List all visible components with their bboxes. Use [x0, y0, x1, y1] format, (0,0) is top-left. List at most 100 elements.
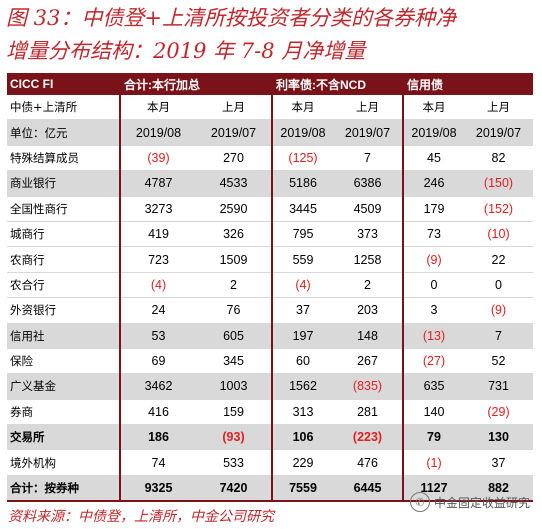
table-cell: 单位：亿元: [7, 119, 120, 146]
table-row: 全国性商行 3273 2590 3445 4509 179 (152): [7, 196, 534, 222]
table-cell: 上月: [464, 95, 534, 121]
table-row: 交易所 186 (93) 106 (223) 79 130: [7, 424, 534, 451]
table-cell: 2019/07: [196, 119, 272, 146]
table-cell: 476: [333, 449, 403, 476]
table-cell: 281: [333, 399, 403, 426]
row-label: 农合行: [7, 272, 120, 299]
row-label: 合计：按券种: [7, 475, 120, 503]
table-cell: 2: [333, 272, 403, 299]
table-cell: 45: [402, 145, 464, 172]
table-cell: 533: [196, 449, 272, 476]
table-cell: 53: [119, 323, 196, 349]
table-cell: 882: [464, 475, 534, 503]
row-label: 信用社: [7, 323, 120, 349]
table-cell: (4): [119, 272, 196, 299]
table-cell: 76: [196, 297, 272, 324]
table-cell: 2019/08: [119, 119, 196, 146]
table-cell: 345: [196, 348, 272, 375]
table-cell: 2: [196, 272, 272, 299]
table-row: 广义基金 3462 1003 1562 (835) 635 731: [7, 373, 534, 400]
table-cell: 52: [464, 348, 534, 375]
table-cell: (9): [464, 297, 534, 324]
table-cell: 4509: [333, 196, 403, 222]
table-cell: 1258: [333, 246, 403, 273]
table-cell: 605: [196, 323, 272, 349]
table-row: 合计：按券种 9325 7420 7559 6445 1127 882: [7, 475, 534, 503]
table-cell: 106: [271, 424, 333, 451]
table-cell: (223): [333, 424, 403, 451]
table-cell: 2019/07: [464, 119, 534, 146]
table-cell: (93): [196, 424, 272, 451]
table-cell: 82: [464, 145, 534, 172]
table-row: 保险 69 345 60 267 (27) 52: [7, 348, 534, 375]
table-cell: 37: [464, 449, 534, 476]
table-header-group: 利率债:不含NCD: [271, 73, 403, 95]
table-cell: 731: [464, 373, 534, 400]
table-cell: 229: [271, 449, 333, 476]
table-cell: 本月: [271, 95, 333, 121]
figure-title-line-2: 增量分布结构：2019 年 7-8 月净增量: [6, 39, 366, 63]
row-label: 全国性商行: [7, 196, 120, 222]
table-cell: 9325: [119, 475, 196, 503]
table-row: 券商 416 159 313 281 140 (29): [7, 399, 534, 426]
row-label: 券商: [7, 399, 120, 426]
table-cell: 2590: [196, 196, 272, 222]
table-cell: 246: [402, 170, 464, 197]
table-cell: 419: [119, 221, 196, 248]
row-label: 交易所: [7, 424, 120, 451]
table-header-cell: CICC FI: [7, 73, 120, 95]
table-cell: (1): [402, 449, 464, 476]
table-cell: 186: [119, 424, 196, 451]
table-header-group: 信用债: [401, 73, 534, 95]
table-header-row: CICC FI 合计:本行加总 利率债:不含NCD 信用债: [7, 73, 534, 95]
table-cell: (29): [464, 399, 534, 426]
row-label: 农商行: [7, 246, 120, 273]
table-cell: 2019/08: [402, 119, 464, 146]
table-cell: 416: [119, 399, 196, 426]
table-cell: 148: [333, 323, 403, 349]
table-cell: 3445: [271, 196, 333, 222]
table-cell: 7559: [271, 475, 333, 503]
table-row: 境外机构 74 533 229 476 (1) 37: [7, 449, 534, 476]
table-row: 信用社 53 605 197 148 (13) 7: [7, 323, 534, 349]
wechat-icon: ✆: [409, 492, 430, 512]
table-cell: 559: [271, 246, 333, 273]
table-cell: 69: [119, 348, 196, 375]
table-cell: 197: [271, 323, 333, 349]
table-cell: 79: [402, 424, 464, 451]
table-cell: (9): [402, 246, 464, 273]
table-cell: 140: [402, 399, 464, 426]
table-cell: 313: [271, 399, 333, 426]
table-cell: 270: [196, 145, 272, 172]
table-cell: 1562: [271, 373, 333, 400]
table-cell: (150): [464, 170, 534, 197]
table-cell: 2019/07: [333, 119, 403, 146]
table-cell: (27): [402, 348, 464, 375]
table-cell: 4533: [196, 170, 272, 197]
table-cell: 本月: [402, 95, 464, 121]
table-cell: 73: [402, 221, 464, 248]
table-cell: 203: [333, 297, 403, 324]
table-unit-row: 单位：亿元 2019/08 2019/07 2019/08 2019/07 20…: [7, 119, 534, 146]
table-cell: 24: [119, 297, 196, 324]
figure-title: 图 33：中债登+上清所按投资者分类的各券种净 增量分布结构：2019 年 7-…: [6, 2, 540, 68]
table-cell: 上月: [333, 95, 403, 121]
table-cell: 1003: [196, 373, 272, 400]
table-cell: (835): [333, 373, 403, 400]
table-cell: 7: [464, 323, 534, 349]
table-cell: 中债+上清所: [7, 95, 120, 121]
row-label: 特殊结算成员: [7, 145, 120, 172]
table-cell: 1509: [196, 246, 272, 273]
table-cell: 6386: [333, 170, 403, 197]
table-cell: (125): [271, 145, 333, 172]
table-cell: 0: [402, 272, 464, 299]
table-cell: 60: [271, 348, 333, 375]
table-row: 农合行 (4) 2 (4) 2 0 0: [7, 272, 534, 299]
row-label: 境外机构: [7, 449, 120, 476]
table-cell: 267: [333, 348, 403, 375]
table-cell: 2019/08: [271, 119, 333, 146]
table-cell: 22: [464, 246, 534, 273]
table-row: 商业银行 4787 4533 5186 6386 246 (150): [7, 170, 534, 197]
table-cell: 130: [464, 424, 534, 451]
table-cell: 本月: [119, 95, 196, 121]
